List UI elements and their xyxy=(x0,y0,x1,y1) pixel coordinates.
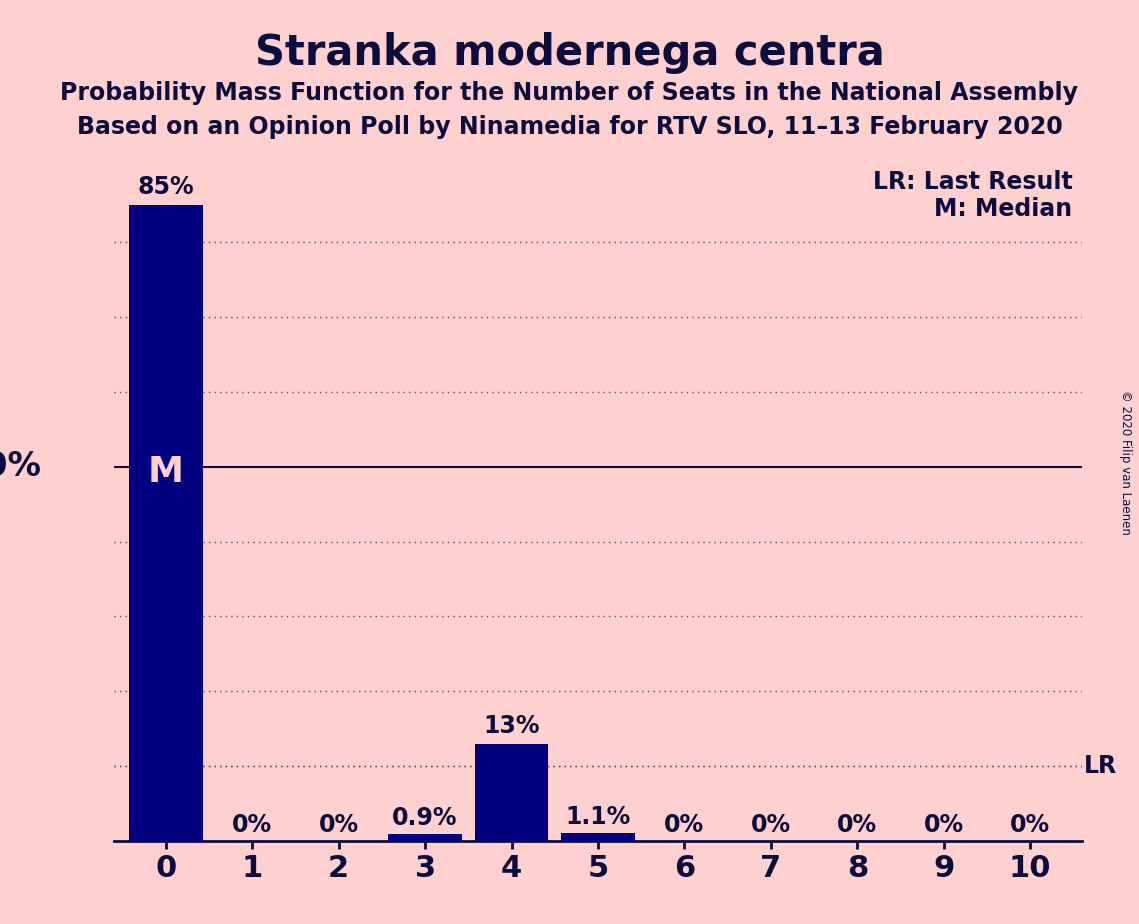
Bar xyxy=(475,744,548,841)
Text: 1.1%: 1.1% xyxy=(565,805,631,829)
Text: Stranka modernega centra: Stranka modernega centra xyxy=(255,32,884,74)
Bar xyxy=(562,833,634,841)
Text: 0%: 0% xyxy=(664,813,705,837)
Text: 0%: 0% xyxy=(232,813,272,837)
Text: 0.9%: 0.9% xyxy=(392,807,458,831)
Text: 85%: 85% xyxy=(138,175,194,199)
Text: LR: LR xyxy=(1084,754,1117,778)
Text: M: M xyxy=(148,455,183,489)
Text: 0%: 0% xyxy=(924,813,964,837)
Text: 0%: 0% xyxy=(1010,813,1050,837)
Text: 0%: 0% xyxy=(837,813,877,837)
Bar xyxy=(388,834,461,841)
Text: 50%: 50% xyxy=(0,450,41,483)
Text: 0%: 0% xyxy=(751,813,790,837)
Bar xyxy=(129,205,203,841)
Text: LR: Last Result: LR: Last Result xyxy=(872,170,1073,194)
Text: © 2020 Filip van Laenen: © 2020 Filip van Laenen xyxy=(1118,390,1132,534)
Text: 13%: 13% xyxy=(483,713,540,737)
Text: M: Median: M: Median xyxy=(934,197,1073,221)
Text: Based on an Opinion Poll by Ninamedia for RTV SLO, 11–13 February 2020: Based on an Opinion Poll by Ninamedia fo… xyxy=(76,115,1063,139)
Text: 0%: 0% xyxy=(319,813,359,837)
Text: Probability Mass Function for the Number of Seats in the National Assembly: Probability Mass Function for the Number… xyxy=(60,81,1079,105)
